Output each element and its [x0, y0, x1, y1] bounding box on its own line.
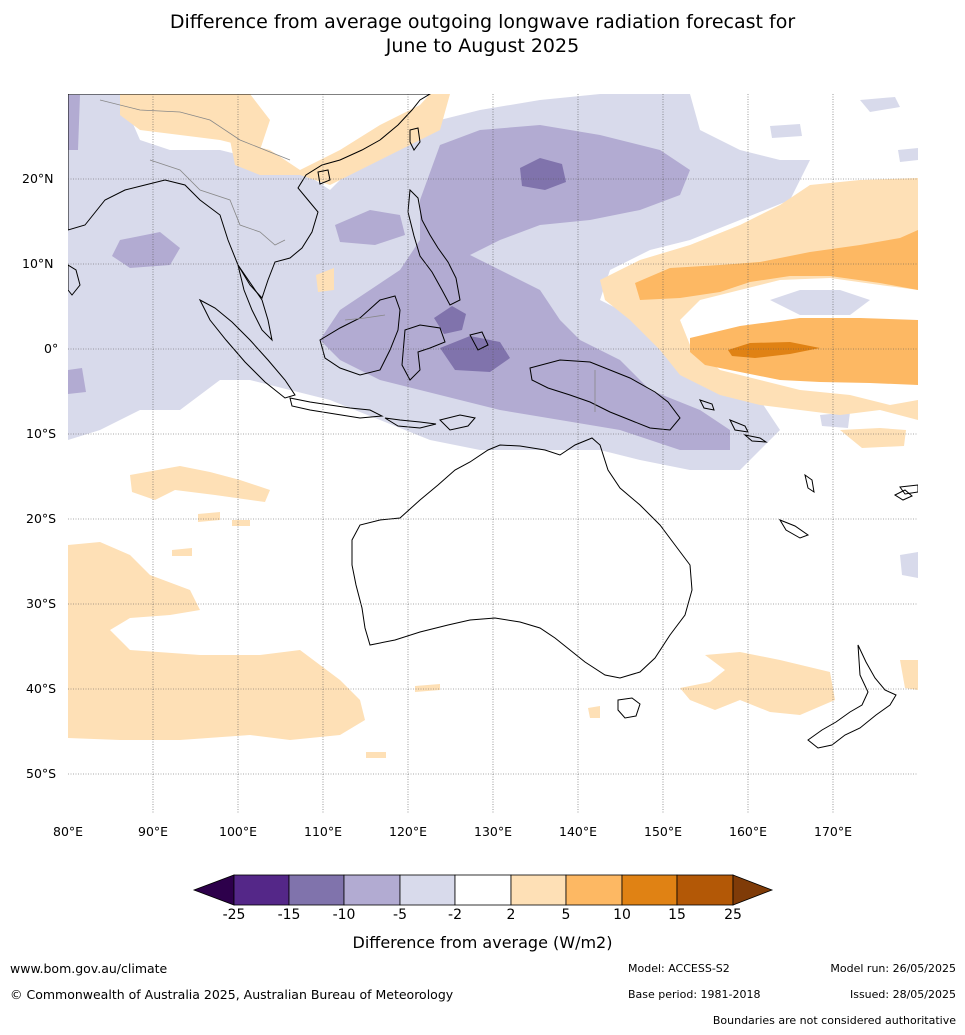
y-tick-label: 20°S	[26, 511, 57, 526]
timor-coastline	[439, 414, 476, 431]
olr-anomaly-dark-purple	[434, 158, 566, 372]
philippines-coastline	[407, 188, 461, 306]
colorbar-extend-max	[732, 874, 774, 906]
nusa-tenggara-coastline	[384, 417, 437, 429]
disclaimer-text: Boundaries are not considered authoritat…	[712, 1014, 956, 1027]
y-tick-label: 40°S	[26, 681, 57, 696]
mainland-asia-coastline	[68, 94, 431, 299]
model-run-text: Model run: 26/05/2025	[830, 962, 956, 975]
new-caledonia-coastline	[778, 518, 810, 539]
graticule	[68, 94, 918, 814]
colorbar-bin	[288, 874, 345, 906]
colorbar	[192, 874, 774, 906]
colorbar-bin	[621, 874, 678, 906]
colorbar-tick-label: 15	[668, 907, 686, 923]
x-tick-label: 170°E	[814, 824, 853, 839]
colorbar-tick-label: 5	[561, 907, 571, 923]
issued-text: Issued: 28/05/2025	[849, 988, 956, 1001]
x-tick-label: 80°E	[53, 824, 84, 839]
fiji-coastline	[893, 484, 918, 501]
vanuatu-coastline	[804, 473, 815, 494]
colorbar-bin	[510, 874, 567, 906]
x-tick-label: 160°E	[729, 824, 768, 839]
colorbar-label: Difference from average (W/m2)	[352, 933, 613, 952]
y-tick-label: 30°S	[26, 596, 57, 611]
x-tick-label: 130°E	[474, 824, 513, 839]
y-tick-label: 10°N	[22, 256, 54, 271]
colorbar-tick-label: 2	[506, 907, 516, 923]
hainan-coastline	[317, 169, 331, 185]
x-tick-label: 150°E	[644, 824, 683, 839]
olr-anomaly-medium-purple	[68, 95, 730, 450]
olr-anomaly-dark-orange	[728, 342, 820, 358]
x-tick-label: 140°E	[559, 824, 598, 839]
olr-anomaly-medium-orange	[635, 230, 918, 385]
sumatra-coastline	[198, 298, 296, 399]
halmahera-coastline	[469, 331, 489, 351]
x-tick-label: 120°E	[389, 824, 428, 839]
x-tick-label: 110°E	[304, 824, 343, 839]
colorbar-bin	[676, 874, 734, 906]
java-coastline	[289, 397, 384, 419]
colorbar-tick-label: -5	[393, 907, 407, 923]
colorbar-tick-label: -10	[332, 907, 356, 923]
model-text: Model: ACCESS-S2	[628, 962, 730, 975]
x-tick-label: 90°E	[138, 824, 169, 839]
y-tick-label: 20°N	[22, 171, 54, 186]
colorbar-tick-label: -25	[222, 907, 246, 923]
map-title: Difference from average outgoing longwav…	[0, 10, 965, 58]
new-zealand-coastline	[807, 644, 897, 749]
colorbar-tick-label: 25	[724, 907, 742, 923]
title-line-2: June to August 2025	[385, 35, 580, 57]
coastlines	[68, 94, 918, 749]
y-tick-label: 10°S	[26, 426, 57, 441]
malay-peninsula-coastline	[237, 264, 273, 342]
colorbar-tick-label: 10	[613, 907, 631, 923]
new-guinea-coastline	[529, 359, 681, 431]
sri-lanka-coastline	[68, 264, 81, 296]
olr-anomaly-light-orange	[68, 94, 918, 758]
copyright-text: © Commonwealth of Australia 2025, Austra…	[10, 987, 454, 1002]
colorbar-bin	[343, 874, 401, 906]
tasmania-coastline	[617, 697, 641, 719]
y-tick-label: 0°	[44, 341, 59, 356]
colorbar-bin	[399, 874, 456, 906]
colorbar-extend-min	[192, 874, 235, 906]
website-link[interactable]: www.bom.gov.au/climate	[10, 961, 168, 976]
title-line-1: Difference from average outgoing longwav…	[169, 11, 796, 33]
country-boundaries	[99, 99, 596, 412]
colorbar-bin	[454, 874, 512, 906]
colorbar-bin	[233, 874, 290, 906]
x-tick-label: 100°E	[219, 824, 258, 839]
colorbar-tick-label: -2	[448, 907, 462, 923]
base-period-text: Base period: 1981-2018	[628, 988, 761, 1001]
colorbar-tick-label: -15	[277, 907, 301, 923]
colorbar-bin	[565, 874, 623, 906]
sulawesi-coastline	[401, 324, 446, 381]
australia-coastline	[351, 437, 693, 679]
y-tick-label: 50°S	[26, 766, 57, 781]
borneo-coastline	[319, 295, 401, 376]
taiwan-coastline	[409, 127, 421, 151]
